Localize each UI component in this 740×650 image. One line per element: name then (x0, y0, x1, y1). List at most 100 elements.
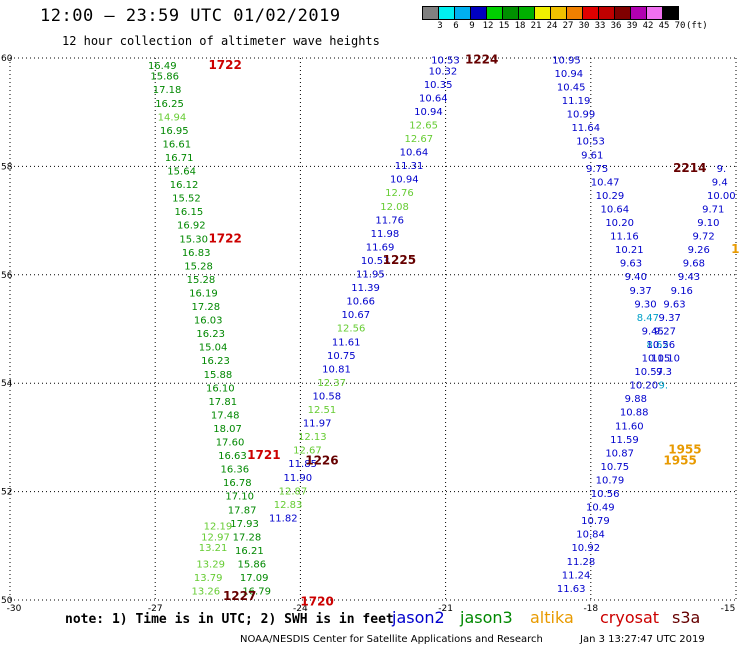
wave-height-label: 10.64 (600, 204, 629, 215)
color-scale-label: 42 (642, 21, 654, 31)
wave-height-label: 9.63 (620, 259, 642, 270)
wave-height-label: 11.82 (269, 513, 298, 524)
wave-height-label: 17.93 (230, 519, 259, 530)
pass-time-label: 19 (731, 242, 740, 256)
wave-height-label: 11.31 (395, 161, 424, 172)
wave-height-label: 10.64 (419, 93, 448, 104)
legend-cryosat: cryosat (600, 608, 660, 627)
wave-height-label: 11.85 (288, 459, 317, 470)
color-scale-label: 3 (437, 21, 443, 31)
color-scale-label: 9 (469, 21, 475, 31)
wave-height-label: 12.67 (293, 446, 322, 457)
wave-height-label: 10.57 (634, 367, 663, 378)
wave-height-label: 15.86 (150, 72, 179, 83)
wave-height-label: 12.87 (279, 486, 308, 497)
wave-height-label: 16.63 (218, 451, 247, 462)
color-scale-label: 39 (626, 21, 638, 31)
legend-s3a: s3a (672, 608, 701, 627)
wave-height-label: 10.64 (400, 148, 429, 159)
wave-height-label: 11.76 (375, 215, 404, 226)
color-swatch (662, 6, 679, 20)
wave-height-label: 11.63 (557, 584, 586, 595)
wave-height-label: 16.49 (148, 61, 177, 72)
wave-height-label: 9.88 (625, 394, 647, 405)
wave-height-label: 12.13 (298, 432, 327, 443)
pass-time-label: 1722 (208, 231, 241, 245)
wave-height-label: 10.45 (557, 83, 586, 94)
wave-height-label: 10.35 (424, 80, 453, 91)
wave-height-label: 16.71 (165, 153, 194, 164)
wave-height-label: 10.95 (552, 55, 581, 66)
wave-height-label: 10.29 (596, 191, 625, 202)
wave-height-label: 16.23 (196, 329, 225, 340)
wave-height-label: 15.64 (167, 167, 196, 178)
wave-height-label: 16.10 (206, 383, 235, 394)
wave-height-label: 11.61 (332, 337, 361, 348)
wave-height-label: 15.52 (172, 194, 201, 205)
wave-height-label: 9.43 (678, 272, 700, 283)
wave-height-label: 9.3 (656, 367, 672, 378)
wave-height-label: 10.20 (630, 381, 659, 392)
wave-height-label: 9.75 (586, 164, 608, 175)
wave-height-label: 9.4 (712, 177, 728, 188)
y-tick-label: 60 (1, 54, 13, 64)
color-scale-label: 30 (578, 21, 590, 31)
wave-height-label: 9.61 (581, 150, 603, 161)
wave-height-label: 15.86 (237, 559, 266, 570)
wave-height-label: 12.65 (409, 120, 438, 131)
wave-height-label: 9.40 (625, 272, 647, 283)
color-scale-label: 12 (482, 21, 494, 31)
wave-height-label: 11.97 (303, 419, 332, 430)
pass-time-labels: 1722 1722 1721 1720 1227 1226 1225 1224 2214 1955… (208, 52, 740, 608)
wave-height-label: 8.47 (637, 313, 659, 324)
wave-height-label: 12.97 (201, 532, 230, 543)
wave-height-label: 13.21 (199, 543, 228, 554)
legend-jason2: jason2 (392, 608, 445, 627)
wave-height-label: 10.00 (707, 191, 736, 202)
wave-height-label: 16.21 (235, 546, 264, 557)
wave-height-label: 11.98 (371, 229, 400, 240)
pass-time-label: 1720 (300, 594, 333, 608)
y-tick-label: 52 (1, 488, 12, 498)
wave-height-label: 9.71 (702, 204, 724, 215)
wave-height-label: 12.83 (274, 500, 303, 511)
wave-height-label: 17.10 (225, 492, 254, 503)
x-tick-label: -15 (721, 604, 736, 614)
wave-height-label: 16.92 (177, 221, 206, 232)
pass-time-label: 1226 (305, 454, 338, 468)
wave-height-label: 10.94 (390, 175, 419, 186)
pass-time-label: 1225 (383, 253, 416, 267)
wave-height-label: 10.32 (429, 66, 458, 77)
wave-height-label: 10.94 (555, 69, 584, 80)
wave-height-label: 10.66 (346, 297, 375, 308)
wave-height-label: 10.88 (620, 408, 649, 419)
wave-height-label: 10.87 (605, 448, 634, 459)
x-tick-label: -18 (583, 604, 598, 614)
wave-height-label: 13.79 (194, 573, 223, 584)
wave-height-label: 11.59 (610, 435, 639, 446)
color-scale-label: 6 (453, 21, 459, 31)
wave-height-label: 17.60 (216, 438, 245, 449)
wave-height-label: 10.20 (605, 218, 634, 229)
wave-height-label: 16.15 (175, 207, 204, 218)
color-scale-label: 33 (594, 21, 606, 31)
observation-labels: 16.4915.8617.1816.2514.9416.9516.6116.71… (148, 55, 736, 597)
wave-height-label: 11.69 (366, 242, 395, 253)
wave-height-label: 10.79 (581, 516, 610, 527)
color-scale-label: 27 (562, 21, 574, 31)
wave-height-label: 16.12 (170, 180, 199, 191)
wave-height-label: 10.79 (596, 475, 625, 486)
wave-height-label: 15.28 (184, 261, 213, 272)
wave-height-label: 14.94 (158, 112, 187, 123)
wave-height-label: 15.88 (204, 370, 233, 381)
wave-height-label: 9.37 (659, 313, 681, 324)
wave-height-label: 16.03 (194, 316, 223, 327)
wave-height-label: 15.28 (187, 275, 216, 286)
wave-height-label: 17.28 (192, 302, 221, 313)
wave-height-label: 10.10 (651, 354, 680, 365)
wave-height-label: 9.26 (688, 245, 710, 256)
wave-height-label: 11.60 (615, 421, 644, 432)
wave-height-label: 17.81 (208, 397, 237, 408)
y-tick-label: 54 (1, 379, 13, 389)
